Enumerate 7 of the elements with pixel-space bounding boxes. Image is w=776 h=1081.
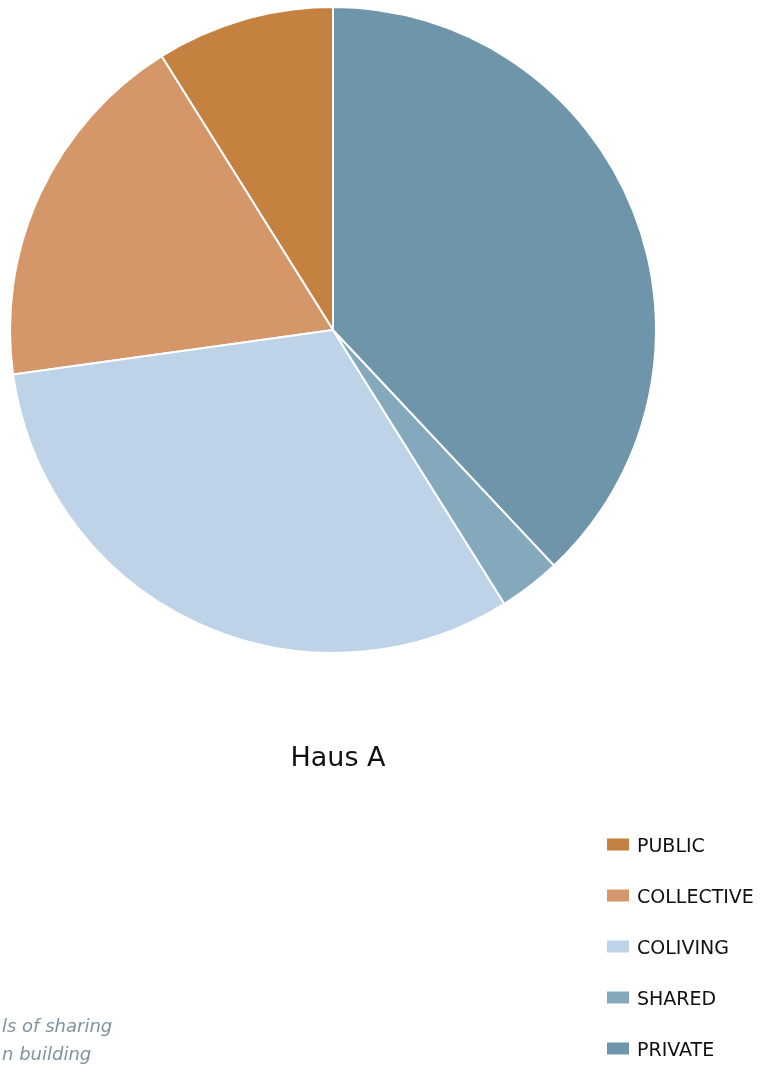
text: Haus A xyxy=(290,741,387,772)
legend-label: COLIVING xyxy=(637,935,729,958)
legend-label: PUBLIC xyxy=(637,833,705,856)
text: ls of sharing n building xyxy=(2,1014,113,1066)
legend-label: COLLECTIVE xyxy=(637,884,754,907)
legend-label: PRIVATE xyxy=(637,1037,715,1060)
legend-label: SHARED xyxy=(637,986,717,1009)
